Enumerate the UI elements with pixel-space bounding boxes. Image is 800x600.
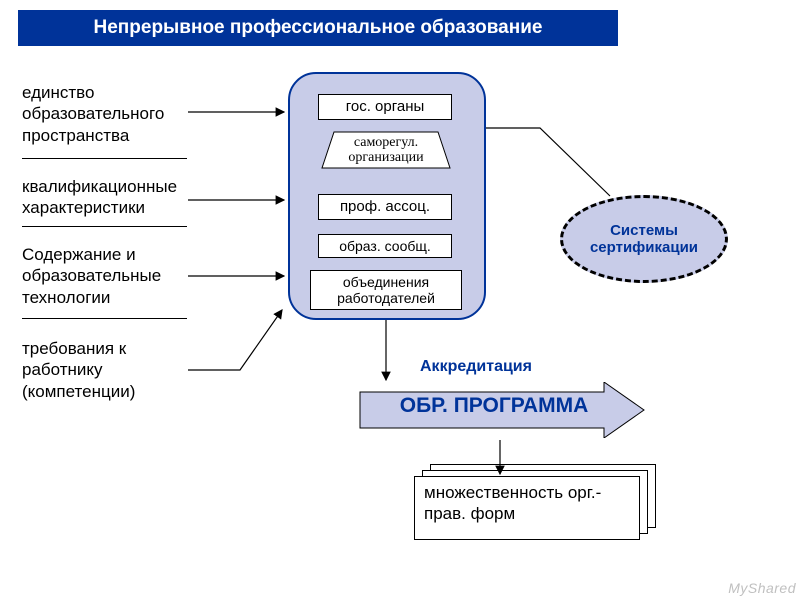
left-item-0: единство образовательного пространства	[22, 82, 207, 146]
left-underline-2	[22, 318, 187, 319]
inner-box-1: проф. ассоц.	[318, 194, 452, 220]
accreditation-label: Аккредитация	[420, 358, 532, 376]
org-forms-label: множественность орг.- прав. форм	[424, 482, 634, 525]
inner-box-trapezoid: саморегул. организации	[320, 130, 452, 170]
left-item-3: требования к работнику (компетенции)	[22, 338, 207, 402]
watermark: MyShared	[728, 580, 796, 596]
inner-box-0: гос. органы	[318, 94, 452, 120]
left-item-2: Содержание и образовательные технологии	[22, 244, 207, 308]
inner-box-trapezoid-label: саморегул. организации	[320, 130, 452, 170]
left-underline-1	[22, 226, 187, 227]
program-arrow-label: ОБР. ПРОГРАММА	[370, 394, 618, 418]
left-underline-0	[22, 158, 187, 159]
certification-label: Системы сертификации	[563, 222, 725, 256]
inner-box-2: образ. сообщ.	[318, 234, 452, 258]
left-item-1: квалификационные характеристики	[22, 176, 207, 219]
certification-ellipse: Системы сертификации	[560, 195, 728, 283]
inner-box-3: объединения работодателей	[310, 270, 462, 310]
title-bar: Непрерывное профессиональное образование	[18, 10, 618, 46]
